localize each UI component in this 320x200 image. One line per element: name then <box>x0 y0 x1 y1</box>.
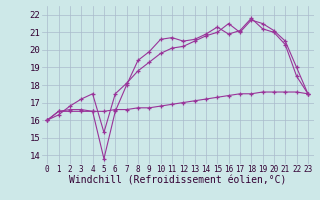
X-axis label: Windchill (Refroidissement éolien,°C): Windchill (Refroidissement éolien,°C) <box>69 176 286 186</box>
